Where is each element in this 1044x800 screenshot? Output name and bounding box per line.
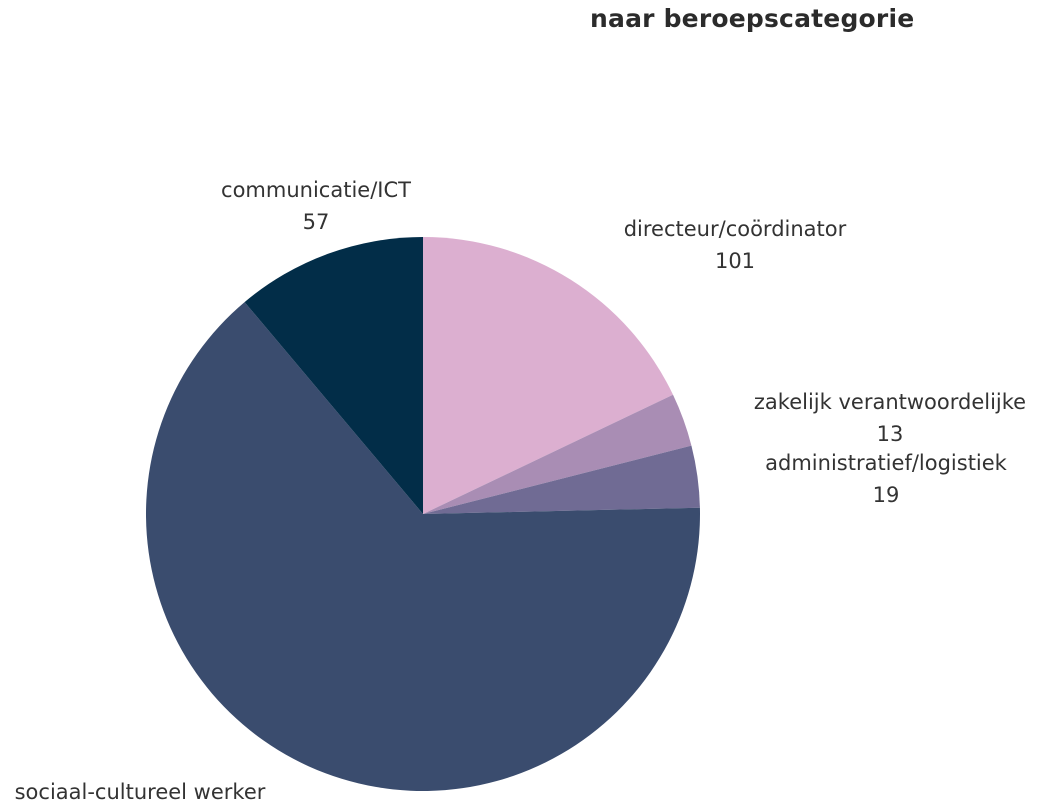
pie-slice-administratief-logistiek (423, 445, 700, 514)
pie-labels: directeur/coördinator 101 zakelijk verantw… (15, 178, 1026, 800)
slice-label: directeur/coördinator (624, 217, 847, 241)
slice-value-label: 13 (877, 422, 904, 446)
pie-slices (146, 237, 701, 792)
pie-slice-communicatie-ict (244, 237, 423, 514)
slice-label: sociaal-cultureel werker (15, 780, 266, 800)
pie-slice-directeur-co-rdinator (423, 237, 674, 514)
slice-label: administratief/logistiek (765, 451, 1008, 475)
slice-value-label: 101 (715, 249, 755, 273)
slice-value-label: 57 (303, 210, 330, 234)
slice-value-label: 19 (873, 483, 900, 507)
pie-slice-zakelijk-verantwoordelijke (423, 394, 692, 514)
chart-title: naar beroepscategorie (590, 4, 915, 33)
slice-label: communicatie/ICT (221, 178, 411, 202)
pie-slice-sociaal-cultureel-werker (146, 302, 701, 792)
slice-label: zakelijk verantwoordelijke (754, 390, 1026, 414)
